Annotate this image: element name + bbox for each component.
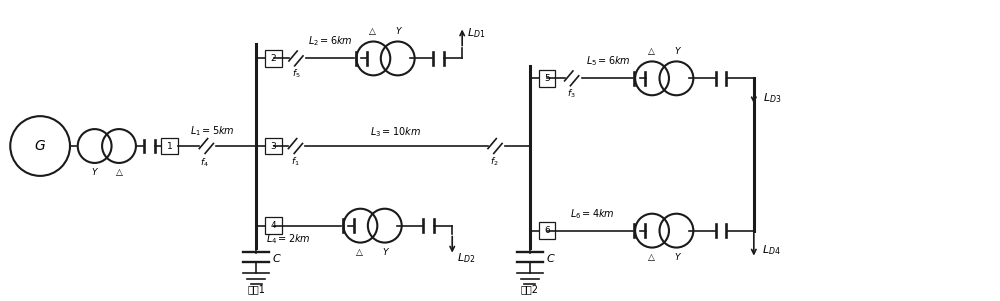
Text: △: △ — [356, 248, 363, 257]
Text: $L_3=10km$: $L_3=10km$ — [370, 125, 421, 139]
Text: △: △ — [369, 27, 376, 36]
Text: $f_1$: $f_1$ — [291, 155, 300, 168]
Text: △: △ — [648, 47, 655, 56]
Text: $f_2$: $f_2$ — [490, 155, 498, 168]
Bar — [539, 222, 555, 239]
Text: Y: Y — [91, 168, 97, 177]
Text: $f_3$: $f_3$ — [567, 88, 576, 100]
Bar — [265, 50, 282, 67]
Text: Y: Y — [395, 27, 401, 36]
Text: $C$: $C$ — [272, 252, 282, 263]
Bar — [161, 138, 178, 154]
Text: $C$: $C$ — [546, 252, 556, 263]
Text: $L_{D1}$: $L_{D1}$ — [467, 27, 485, 40]
Bar — [265, 217, 282, 234]
Text: 4: 4 — [271, 221, 276, 230]
Text: Y: Y — [383, 248, 388, 257]
Text: $L_5=6km$: $L_5=6km$ — [586, 54, 630, 68]
Text: Y: Y — [674, 253, 680, 262]
Bar — [265, 138, 282, 154]
Text: $L_4=2km$: $L_4=2km$ — [266, 233, 311, 247]
Text: $f_5$: $f_5$ — [292, 68, 300, 80]
Text: △: △ — [648, 253, 655, 262]
Text: 母线1: 母线1 — [247, 284, 265, 294]
Text: $L_2=6km$: $L_2=6km$ — [308, 35, 353, 48]
Text: $L_6=4km$: $L_6=4km$ — [570, 207, 614, 221]
Text: $G$: $G$ — [34, 139, 46, 153]
Text: $L_{D3}$: $L_{D3}$ — [763, 91, 781, 105]
Text: 5: 5 — [544, 74, 550, 83]
Text: △: △ — [116, 168, 123, 177]
Text: 6: 6 — [544, 226, 550, 235]
Text: 母线2: 母线2 — [521, 284, 539, 294]
Text: $f_4$: $f_4$ — [200, 157, 209, 169]
Text: $L_{D4}$: $L_{D4}$ — [762, 244, 781, 257]
Text: 3: 3 — [271, 141, 276, 150]
Text: $L_{D2}$: $L_{D2}$ — [457, 252, 475, 265]
Text: 2: 2 — [271, 54, 276, 63]
Text: 1: 1 — [167, 141, 172, 150]
Text: Y: Y — [674, 47, 680, 56]
Bar — [539, 70, 555, 87]
Text: $L_1=5km$: $L_1=5km$ — [190, 124, 235, 138]
